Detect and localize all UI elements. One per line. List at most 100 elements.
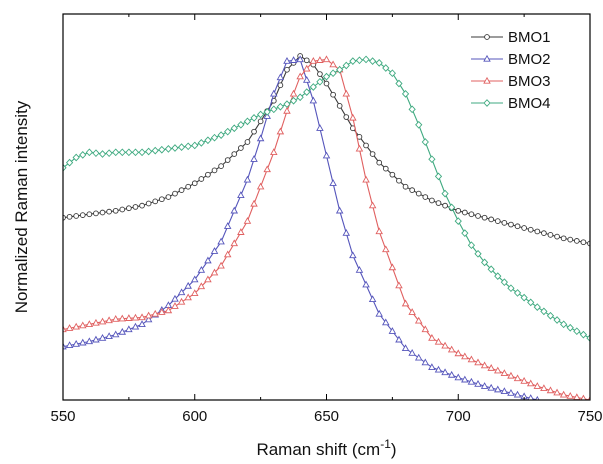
point-bmo2 <box>500 387 509 395</box>
point-bmo2 <box>454 373 463 381</box>
point-bmo3 <box>414 316 423 324</box>
point-bmo2 <box>494 385 502 393</box>
point-bmo3 <box>566 392 575 399</box>
point-bmo1 <box>198 176 205 182</box>
point-bmo1 <box>284 66 290 73</box>
point-bmo4 <box>533 303 541 311</box>
point-bmo4 <box>145 147 153 156</box>
point-bmo3 <box>382 245 390 253</box>
point-bmo4 <box>296 93 304 102</box>
point-bmo4 <box>507 284 515 293</box>
point-bmo4 <box>316 77 324 86</box>
point-bmo3 <box>289 89 298 97</box>
point-bmo4 <box>487 265 495 274</box>
point-bmo3 <box>63 325 67 333</box>
point-bmo1 <box>145 200 152 207</box>
point-bmo3 <box>92 318 100 326</box>
point-bmo2 <box>421 358 430 366</box>
point-bmo3 <box>507 371 515 379</box>
point-bmo1 <box>336 103 343 109</box>
point-bmo4 <box>309 83 317 91</box>
point-bmo3 <box>329 60 337 68</box>
point-bmo2 <box>309 96 318 104</box>
legend-marker-bmo3 <box>483 76 491 84</box>
point-bmo1 <box>521 225 527 231</box>
point-bmo2 <box>98 333 107 341</box>
point-bmo3 <box>296 72 304 80</box>
point-bmo4 <box>408 105 416 114</box>
x-tick-label: 600 <box>182 408 207 425</box>
point-bmo2 <box>401 344 410 352</box>
point-bmo3 <box>454 349 463 357</box>
point-bmo1 <box>106 208 112 215</box>
point-bmo3 <box>263 165 271 173</box>
x-tick-label: 700 <box>446 408 471 425</box>
point-bmo4 <box>158 145 166 154</box>
point-bmo1 <box>573 238 580 244</box>
point-bmo1 <box>205 171 211 178</box>
point-bmo2 <box>250 155 258 162</box>
point-bmo3 <box>500 369 509 376</box>
point-bmo4 <box>65 158 74 167</box>
point-bmo4 <box>224 127 232 136</box>
point-bmo3 <box>520 376 528 384</box>
point-bmo1 <box>139 202 145 209</box>
point-bmo2 <box>316 124 324 131</box>
point-bmo3 <box>144 311 153 319</box>
point-bmo2 <box>408 349 416 356</box>
point-bmo3 <box>368 201 377 209</box>
point-bmo4 <box>355 56 364 65</box>
point-bmo4 <box>105 149 113 158</box>
point-bmo3 <box>223 250 232 258</box>
legend-marker-bmo4 <box>483 99 491 107</box>
point-bmo4 <box>415 120 423 129</box>
point-bmo4 <box>263 108 271 116</box>
point-bmo3 <box>480 361 489 369</box>
point-bmo2 <box>92 335 100 343</box>
point-bmo2 <box>72 339 80 347</box>
point-bmo3 <box>151 309 159 317</box>
point-bmo3 <box>395 281 403 289</box>
legend-marker-bmo2 <box>483 54 491 62</box>
point-bmo4 <box>480 258 489 267</box>
point-bmo1 <box>185 183 192 190</box>
point-bmo4 <box>131 148 140 157</box>
point-bmo4 <box>171 144 179 152</box>
point-bmo4 <box>164 145 173 153</box>
point-bmo3 <box>217 261 225 269</box>
point-bmo4 <box>448 203 456 212</box>
point-bmo2 <box>428 363 436 370</box>
point-bmo4 <box>540 307 548 316</box>
point-bmo3 <box>125 314 133 321</box>
point-bmo3 <box>210 268 219 276</box>
point-bmo2 <box>349 251 357 259</box>
point-bmo4 <box>461 229 469 238</box>
point-bmo2 <box>190 275 199 283</box>
point-bmo2 <box>105 332 113 340</box>
point-bmo1 <box>126 205 132 212</box>
legend-label-bmo3: BMO3 <box>508 73 551 90</box>
point-bmo3 <box>72 322 80 330</box>
y-axis-title: Normalized Raman intensity <box>12 100 31 313</box>
point-bmo2 <box>138 320 146 327</box>
point-bmo2 <box>237 191 245 198</box>
point-bmo3 <box>494 366 502 374</box>
point-bmo2 <box>296 55 304 63</box>
point-bmo1 <box>86 211 93 218</box>
point-bmo4 <box>230 124 238 133</box>
point-bmo1 <box>508 221 514 228</box>
point-bmo4 <box>98 150 107 158</box>
point-bmo3 <box>197 282 206 290</box>
point-bmo1 <box>468 211 475 218</box>
point-bmo3 <box>243 216 252 224</box>
point-bmo3 <box>342 89 351 97</box>
point-bmo1 <box>402 183 409 190</box>
point-bmo3 <box>283 106 291 114</box>
point-bmo4 <box>118 148 126 157</box>
point-bmo4 <box>553 316 561 324</box>
point-bmo4 <box>586 334 590 342</box>
point-bmo1 <box>79 212 86 218</box>
point-bmo4 <box>138 148 146 157</box>
point-bmo4 <box>112 148 120 157</box>
